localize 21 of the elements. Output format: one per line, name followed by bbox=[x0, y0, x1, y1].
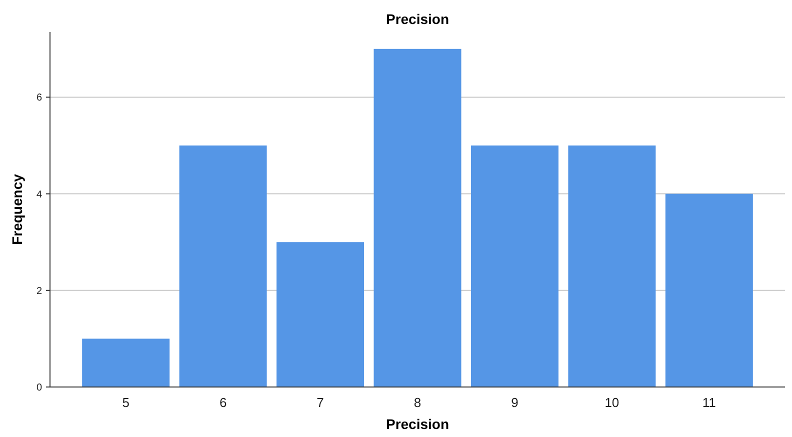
chart-title: Precision bbox=[386, 11, 450, 27]
y-tick-label: 4 bbox=[36, 189, 42, 200]
x-tick-label: 8 bbox=[414, 395, 422, 410]
y-tick-label: 6 bbox=[36, 92, 42, 104]
y-tick-label: 0 bbox=[36, 382, 42, 394]
x-tick-label: 11 bbox=[702, 395, 716, 410]
bar bbox=[276, 242, 364, 387]
x-tick-label: 9 bbox=[511, 395, 518, 410]
y-axis-title: Frequency bbox=[9, 174, 25, 245]
bar bbox=[470, 146, 558, 387]
bar bbox=[568, 146, 656, 387]
y-tick-label: 2 bbox=[36, 286, 42, 297]
x-tick-label: 5 bbox=[122, 395, 130, 410]
x-tick-label: 6 bbox=[219, 395, 227, 410]
bar bbox=[82, 338, 170, 387]
bar bbox=[179, 146, 267, 387]
bar bbox=[374, 48, 462, 387]
x-tick-label: 10 bbox=[604, 395, 620, 410]
bar bbox=[665, 194, 753, 387]
x-axis-title: Precision bbox=[386, 416, 450, 432]
x-tick-label: 7 bbox=[316, 395, 324, 410]
